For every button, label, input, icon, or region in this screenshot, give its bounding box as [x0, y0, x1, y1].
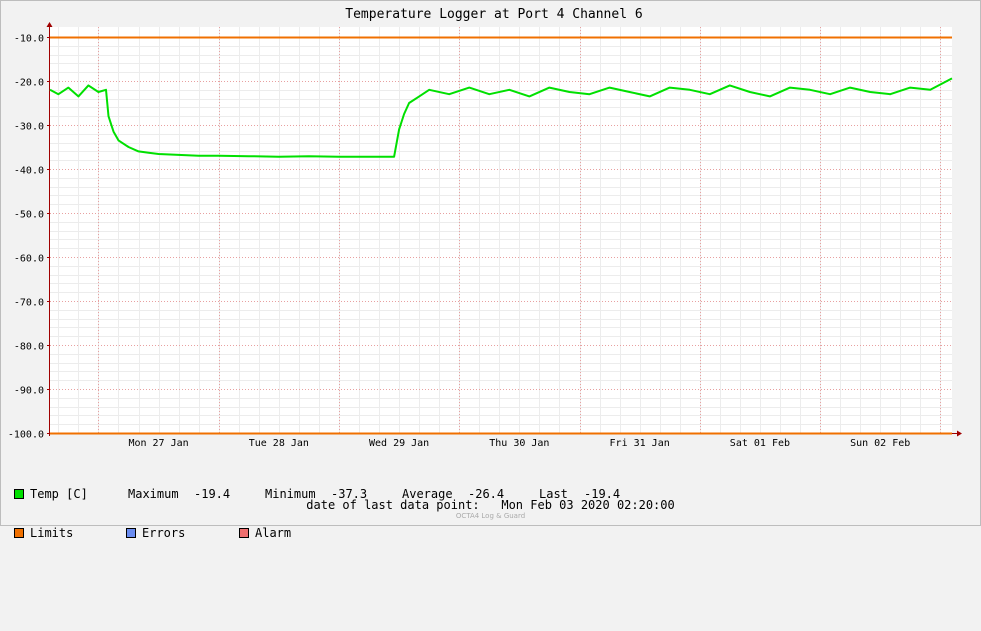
chart: Temperature Logger at Port 4 Channel 6 -…	[8, 7, 962, 449]
chart-title: Temperature Logger at Port 4 Channel 6	[345, 7, 642, 22]
y-tick-label: -80.0	[14, 342, 44, 353]
y-tick-label: -40.0	[14, 166, 44, 177]
y-axis-arrow	[46, 22, 53, 27]
x-tick-label: Sun 02 Feb	[850, 438, 910, 449]
stat-average-value: -26.4	[468, 487, 505, 501]
y-tick-label: -50.0	[14, 210, 44, 221]
x-tick-label: Sat 01 Feb	[730, 438, 790, 449]
legend-errors-label: Errors	[142, 526, 186, 540]
legend-limits-label: Limits	[30, 526, 74, 540]
y-tick-label: -70.0	[14, 298, 44, 309]
watermark: OCTA4 Log & Guard	[455, 512, 526, 520]
stat-average-label: Average	[402, 487, 453, 501]
temp-swatch	[14, 489, 24, 499]
temp-series-line	[49, 77, 953, 158]
last-data-point-label: date of last data point:	[306, 498, 480, 512]
y-tick-label: -100.0	[8, 430, 44, 441]
stat-last-value: -19.4	[584, 487, 621, 501]
x-tick-label: Thu 30 Jan	[489, 438, 549, 449]
legend-row-1: Temp [C] Maximum -19.4 Minimum -37.3 Ave…	[14, 488, 620, 501]
stat-minimum-value: -37.3	[331, 487, 368, 501]
limits-swatch	[14, 528, 24, 538]
x-tick-label: Mon 27 Jan	[128, 438, 188, 449]
last-data-point: date of last data point: Mon Feb 03 2020…	[0, 498, 981, 512]
stat-last-label: Last	[539, 487, 568, 501]
x-tick-label: Tue 28 Jan	[249, 438, 309, 449]
stat-maximum-label: Maximum	[128, 487, 179, 501]
y-tick-label: -20.0	[14, 78, 44, 89]
legend-temp-label: Temp [C]	[30, 487, 88, 501]
stat-minimum-label: Minimum	[265, 487, 316, 501]
last-data-point-value: Mon Feb 03 2020 02:20:00	[501, 498, 675, 512]
alarm-swatch	[239, 528, 249, 538]
x-tick-label: Fri 31 Jan	[610, 438, 670, 449]
x-tick-label: Wed 29 Jan	[369, 438, 429, 449]
y-tick-label: -90.0	[14, 386, 44, 397]
x-axis-arrow	[957, 430, 962, 437]
y-tick-label: -30.0	[14, 122, 44, 133]
y-tick-label: -10.0	[14, 34, 44, 45]
plot-area	[50, 27, 952, 433]
legend-row-2: Limits Errors Alarm	[14, 527, 291, 540]
y-tick-label: -60.0	[14, 254, 44, 265]
stat-maximum-value: -19.4	[194, 487, 231, 501]
errors-swatch	[126, 528, 136, 538]
legend-alarm-label: Alarm	[255, 526, 292, 540]
